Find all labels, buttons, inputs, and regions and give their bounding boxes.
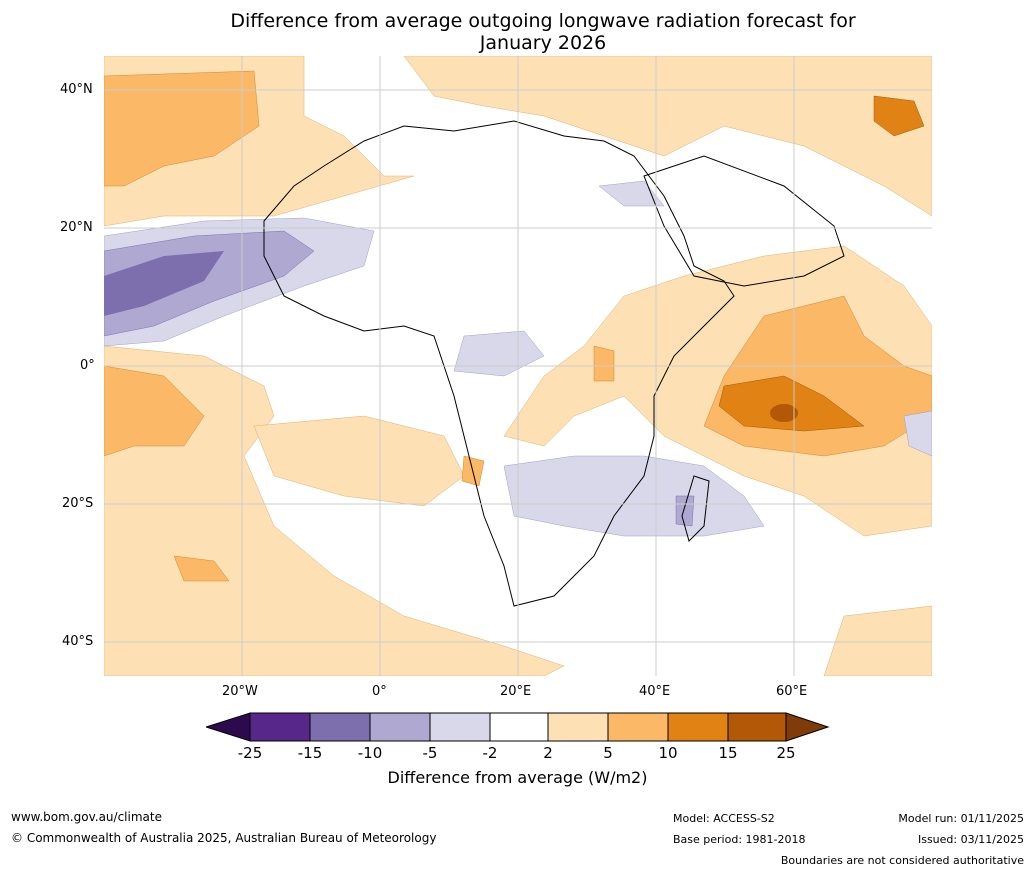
shade-brazil-coast [104,365,205,457]
colorbar-segment-8 [667,712,729,742]
colorbar [206,712,830,742]
madagascar-coastline [681,475,710,542]
colorbar-tick: 10 [658,744,678,762]
footer-issued: Issued: 03/11/2025 [917,833,1024,846]
lon-label-60e: 60°E [776,684,808,699]
colorbar-segment-5 [489,712,549,742]
colorbar-tick: 15 [718,744,738,762]
lon-label-40e: 40°E [639,684,671,699]
shade-mediterranean-arabia [403,56,932,217]
shade-tropical-atlantic-core [104,251,224,316]
arabia-coastline [643,155,845,287]
colorbar-tick: -25 [237,744,263,762]
map-panel [104,56,932,676]
colorbar-segment-extend-low [206,712,251,742]
shade-tropical-atlantic-mid [104,230,315,337]
lon-label-20w: 20°W [222,684,258,699]
colorbar-tick: 2 [543,744,553,762]
title-line-2: January 2026 [479,32,607,54]
lat-label-equator: 0° [80,358,95,373]
lat-label-40s: 40°S [62,634,94,649]
anomaly-minus-10-to-minus-15 [104,251,224,316]
lat-label-20s: 20°S [62,496,94,511]
shade-red-sea [598,180,665,207]
shade-lake-victoria [593,345,615,382]
footer-disclaimer: Boundaries are not considered authoritat… [780,854,1024,867]
footer-url[interactable]: www.bom.gov.au/climate [11,810,162,824]
lat-label-20n: 20°N [60,220,93,235]
anomaly-10-to-15 [718,95,925,432]
map-gridlines [104,56,932,676]
colorbar-segment-9 [727,712,787,742]
shade-east-atlantic [253,415,465,507]
title-line-1: Difference from average outgoing longwav… [230,10,856,32]
footer-base-period: Base period: 1981-2018 [673,833,806,846]
shade-caspian-region [873,95,925,137]
lon-label-0: 0° [372,684,387,699]
shade-indian-ocean-core [718,375,865,432]
shade-west-indian-ocean [903,410,932,457]
colorbar-segment-6 [547,712,609,742]
colorbar-segment-7 [607,712,669,742]
colorbar-tick: -10 [357,744,383,762]
chart-title: Difference from average outgoing longwav… [0,10,1035,54]
shade-madagascar-west [675,495,695,527]
colorbar-segment-2 [309,712,371,742]
colorbar-tick: 5 [603,744,613,762]
shade-indian-ocean-peak [770,404,798,422]
shade-southern-indian-ocean [823,605,932,676]
colorbar-title: Difference from average (W/m2) [387,768,648,787]
colorbar-tick: -2 [482,744,498,762]
olr-anomaly-map [104,56,932,676]
colorbar-segment-1 [249,712,311,742]
shade-south-atlantic-strong [173,555,230,582]
anomaly-15-to-25 [770,404,798,422]
shade-north-atlantic-strong [104,70,260,187]
footer-model-run: Model run: 01/11/2025 [898,812,1024,825]
colorbar-segment-extend-high [785,712,830,742]
colorbar-segment-3 [369,712,431,742]
colorbar-tick: -5 [422,744,438,762]
lat-label-40n: 40°N [60,82,93,97]
colorbar-tick: -15 [297,744,323,762]
lon-label-20e: 20°E [500,684,532,699]
colorbar-segment-4 [429,712,491,742]
shade-south-atlantic [104,345,565,676]
footer-copyright: © Commonwealth of Australia 2025, Austra… [11,831,437,845]
footer-model: Model: ACCESS-S2 [673,812,775,825]
africa-coastline [263,120,735,607]
shade-southern-africa [503,455,765,537]
colorbar-tick: 25 [776,744,796,762]
